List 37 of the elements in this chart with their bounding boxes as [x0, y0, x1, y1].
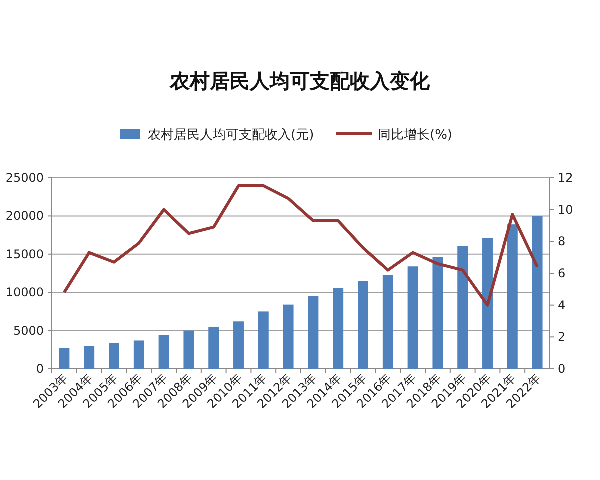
bar [358, 281, 368, 369]
y-tick-label: 10000 [6, 286, 44, 300]
chart-title: 农村居民人均可支配收入变化 [169, 69, 431, 93]
bar [432, 257, 444, 369]
legend-label: 同比增长(%) [378, 128, 452, 143]
bar [382, 275, 394, 369]
bar [184, 330, 194, 369]
bar [134, 340, 144, 369]
bar [59, 348, 70, 369]
line-series [62, 184, 540, 307]
bar [208, 326, 220, 369]
bar [258, 312, 269, 369]
legend-label: 农村居民人均可支配收入(元) [148, 128, 314, 143]
y2-tick-label: 2 [558, 330, 566, 344]
bar [507, 224, 518, 369]
bar [109, 343, 120, 369]
bar [408, 266, 418, 369]
y-tick-label: 20000 [6, 209, 44, 224]
y2-tick-label: 8 [558, 234, 566, 249]
bar [482, 238, 493, 369]
bar [458, 246, 468, 369]
bar [308, 296, 319, 369]
y2-tick-label: 0 [558, 362, 566, 376]
y2-tick-label: 6 [558, 266, 566, 280]
bar [333, 288, 344, 369]
y2-tick-label: 4 [558, 298, 566, 312]
bar [283, 304, 294, 369]
y-tick-label: 25000 [6, 171, 44, 185]
bar [158, 335, 170, 369]
y-tick-label: 5000 [13, 324, 44, 338]
y2-tick-label: 10 [558, 202, 574, 217]
bar [532, 216, 543, 369]
y-tick-label: 15000 [6, 247, 44, 262]
bar [84, 346, 95, 369]
y-tick-label: 0 [36, 362, 44, 376]
y2-tick-label: 12 [558, 171, 574, 185]
bar [234, 322, 244, 369]
